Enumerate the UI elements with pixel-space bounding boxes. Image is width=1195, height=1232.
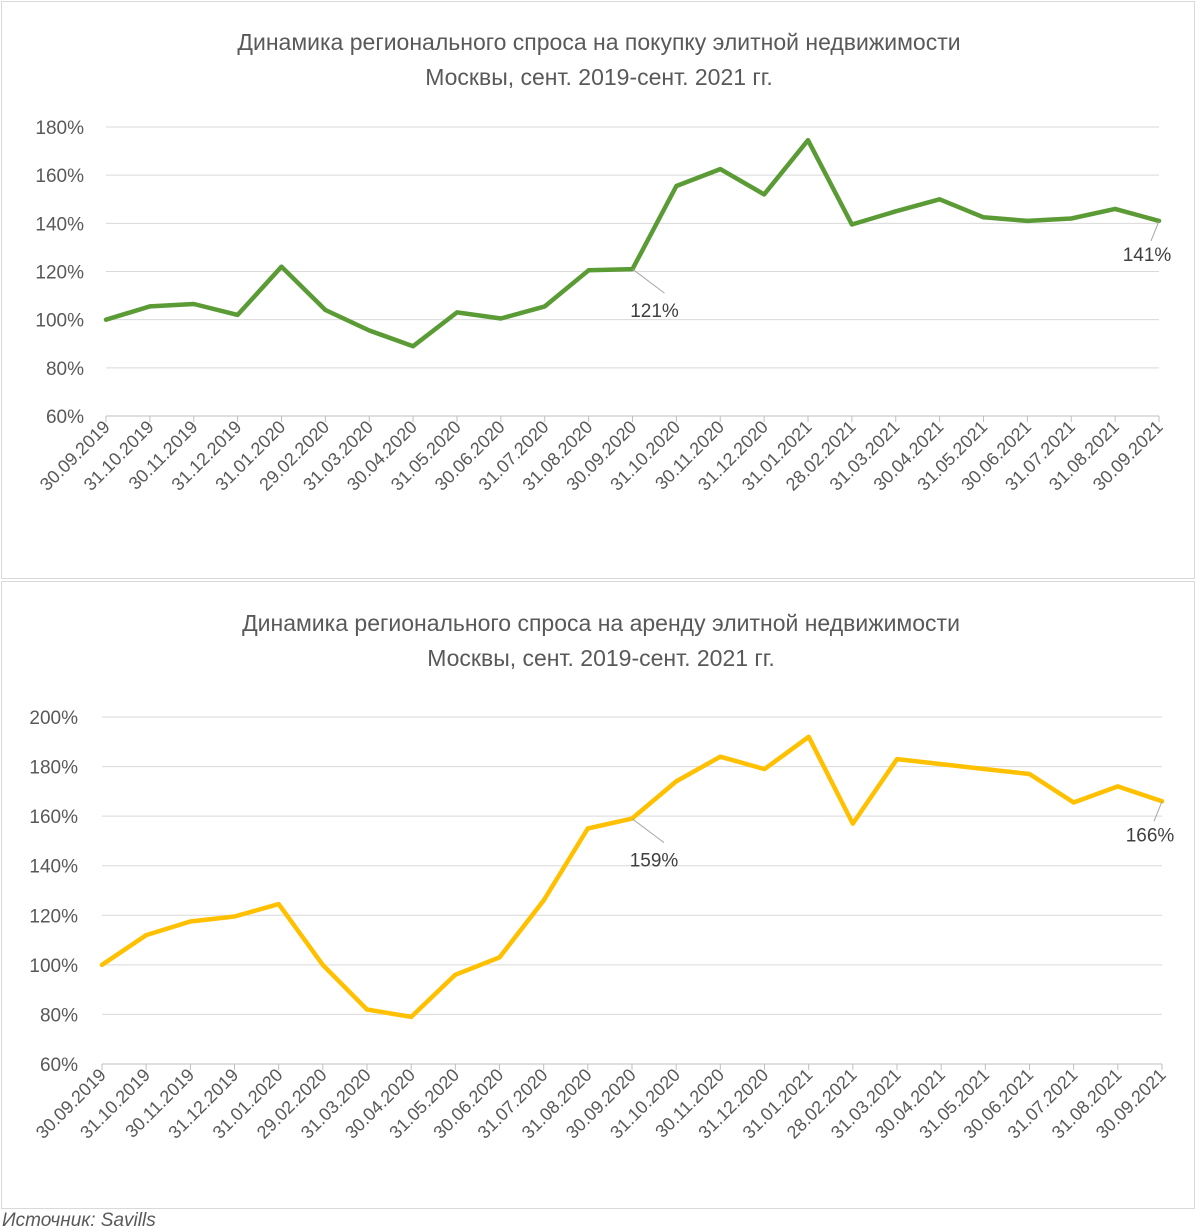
- data-point: [542, 304, 547, 309]
- data-point: [893, 209, 898, 214]
- data-point: [586, 268, 591, 273]
- data-point: [497, 955, 502, 960]
- y-tick-label: 180%: [29, 758, 78, 779]
- data-point: [147, 304, 152, 309]
- y-tick-label: 180%: [35, 118, 84, 139]
- data-point: [806, 138, 810, 143]
- data-label: 141%: [1123, 245, 1172, 266]
- data-point: [279, 264, 284, 269]
- data-point: [981, 215, 986, 220]
- data-point: [455, 310, 459, 315]
- chart-rent-panel: Динамика регионального спроса на аренду …: [1, 581, 1195, 1209]
- data-point: [498, 316, 503, 321]
- data-label: 166%: [1126, 825, 1175, 846]
- y-tick-label: 200%: [29, 708, 78, 729]
- data-point: [191, 302, 196, 307]
- data-point: [718, 754, 723, 759]
- data-point: [144, 933, 149, 938]
- data-point: [850, 821, 855, 826]
- data-point: [895, 757, 899, 762]
- data-label-leader: [1153, 801, 1163, 822]
- data-point: [674, 184, 679, 189]
- data-label-leader: [632, 268, 665, 294]
- y-tick-label: 100%: [35, 311, 84, 332]
- y-tick-label: 60%: [40, 1055, 78, 1076]
- data-point: [276, 902, 281, 907]
- y-tick-label: 80%: [40, 1005, 78, 1026]
- data-point: [806, 734, 811, 739]
- y-tick-label: 140%: [35, 214, 84, 235]
- data-point: [188, 919, 193, 924]
- data-point: [232, 914, 237, 919]
- chart-purchase: Динамика регионального спроса на покупку…: [35, 29, 1172, 495]
- y-tick-label: 140%: [29, 857, 78, 878]
- data-point: [585, 826, 590, 831]
- data-point: [323, 308, 328, 313]
- data-label-leader: [1150, 220, 1160, 242]
- data-point: [1069, 216, 1074, 221]
- data-point: [1027, 772, 1032, 777]
- data-point: [365, 1007, 369, 1012]
- data-point: [1025, 218, 1030, 223]
- data-point: [1115, 784, 1120, 789]
- data-point: [762, 192, 767, 197]
- data-label-leader: [631, 818, 665, 844]
- data-point: [104, 317, 108, 322]
- data-point: [762, 767, 767, 772]
- chart-title-line: Динамика регионального спроса на покупку…: [237, 29, 960, 55]
- data-point: [674, 779, 679, 784]
- data-point: [937, 197, 942, 202]
- data-point: [453, 972, 458, 977]
- data-point: [1071, 800, 1076, 805]
- chart-title-line: Москвы, сент. 2019-сент. 2021 гг.: [425, 64, 773, 90]
- y-tick-label: 100%: [29, 956, 78, 977]
- chart-purchase-panel: Динамика регионального спроса на покупку…: [1, 1, 1195, 579]
- y-tick-label: 120%: [35, 263, 84, 284]
- data-point: [541, 898, 546, 903]
- data-point: [409, 1014, 414, 1019]
- data-point: [100, 962, 104, 967]
- series-line: [99, 734, 1165, 1020]
- chart-title-line: Динамика регионального спроса на аренду …: [242, 610, 960, 636]
- data-point: [235, 312, 240, 317]
- y-tick-label: 80%: [46, 359, 84, 380]
- data-point: [983, 767, 988, 772]
- data-point: [939, 762, 944, 767]
- data-point: [1113, 206, 1118, 211]
- data-point: [320, 962, 325, 967]
- y-tick-label: 160%: [29, 807, 78, 828]
- data-label: 159%: [630, 851, 679, 872]
- y-tick-label: 60%: [46, 407, 84, 428]
- data-point: [718, 167, 723, 172]
- data-point: [367, 328, 372, 333]
- data-point: [411, 344, 416, 349]
- data-label: 121%: [630, 301, 679, 322]
- y-tick-label: 120%: [29, 906, 78, 927]
- chart-title-line: Москвы, сент. 2019-сент. 2021 гг.: [427, 645, 775, 671]
- data-point: [849, 222, 854, 227]
- source-note: Источник: Savills: [2, 1210, 156, 1231]
- chart-rent: Динамика регионального спроса на аренду …: [29, 610, 1175, 1143]
- y-tick-label: 160%: [35, 166, 84, 187]
